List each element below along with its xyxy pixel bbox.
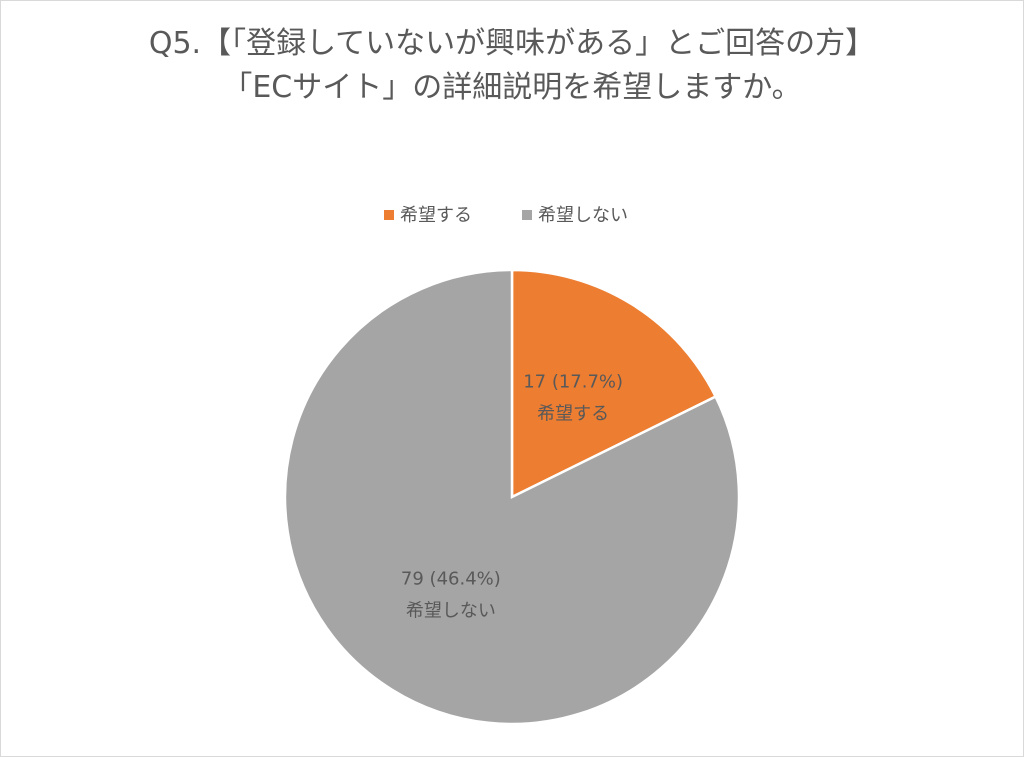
chart-title: Q5.【「登録していないが興味がある」とご回答の方】 「ECサイト」の詳細説明を… [112, 22, 912, 110]
title-line: Q5.【「登録していないが興味がある」とご回答の方】 [148, 26, 876, 61]
title-line: 「ECサイト」の詳細説明を希望しますか。 [222, 70, 802, 105]
pie-slice [510, 268, 718, 500]
legend-label: 希望する [400, 205, 472, 226]
data-label: 17 (17.7%) [523, 372, 623, 393]
data-label: 79 (46.4%) [401, 568, 501, 589]
legend-swatch [522, 210, 532, 220]
legend-label: 希望しない [538, 205, 628, 226]
pie-slice [283, 268, 741, 726]
data-label-category: 希望しない [406, 600, 496, 621]
legend-swatch [384, 210, 394, 220]
data-label-category: 希望する [537, 404, 609, 425]
